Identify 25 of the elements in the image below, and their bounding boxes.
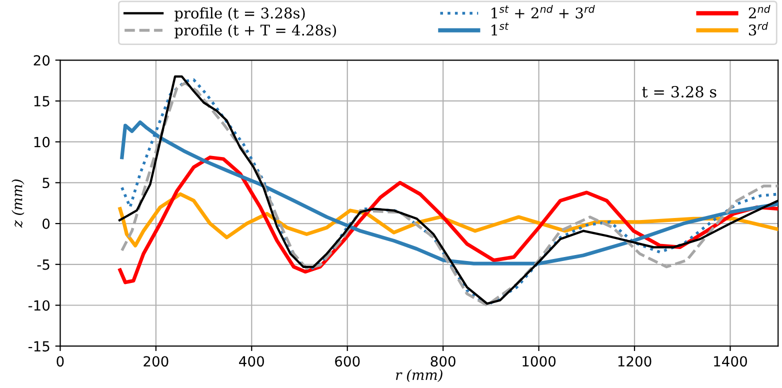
y-tick-label: 5 [42, 178, 50, 188]
legend-label: 1$^{st}$ + 2$^{nd}$ + 3$^{rd}$ [492, 4, 595, 19]
x-tick-label: 200 [144, 356, 168, 367]
legend-label: 2$^{nd}$ [748, 4, 770, 18]
y-tick-label: 20 [34, 55, 50, 66]
x-tick-label: 800 [430, 356, 456, 367]
x-tick-label: 400 [239, 356, 264, 367]
y-tick-label: 0 [42, 218, 50, 230]
y-axis-title: z (mm) [12, 180, 24, 228]
x-tick-label: 1000 [522, 356, 556, 367]
x-tick-label: 1400 [714, 356, 747, 367]
x-axis-title: r (mm) [396, 369, 442, 382]
x-tick-label: 600 [335, 356, 360, 367]
x-tick-label: 1200 [618, 356, 652, 367]
legend-label: 1$^{st}$ [492, 22, 509, 36]
y-tick-label: 10 [34, 136, 50, 148]
legend-label: profile (t = 3.28s) [174, 7, 305, 22]
y-tick-label: -5 [37, 260, 50, 270]
x-tick-label: 0 [56, 356, 64, 367]
legend-label: 3$^{rd}$ [749, 22, 768, 36]
y-tick-label: -15 [28, 341, 50, 352]
annotation: t = 3.28 s [642, 86, 716, 98]
legend-label: profile (t + T = 4.28s) [174, 24, 336, 38]
y-tick-label: -10 [28, 300, 50, 311]
y-tick-label: 15 [34, 96, 50, 106]
